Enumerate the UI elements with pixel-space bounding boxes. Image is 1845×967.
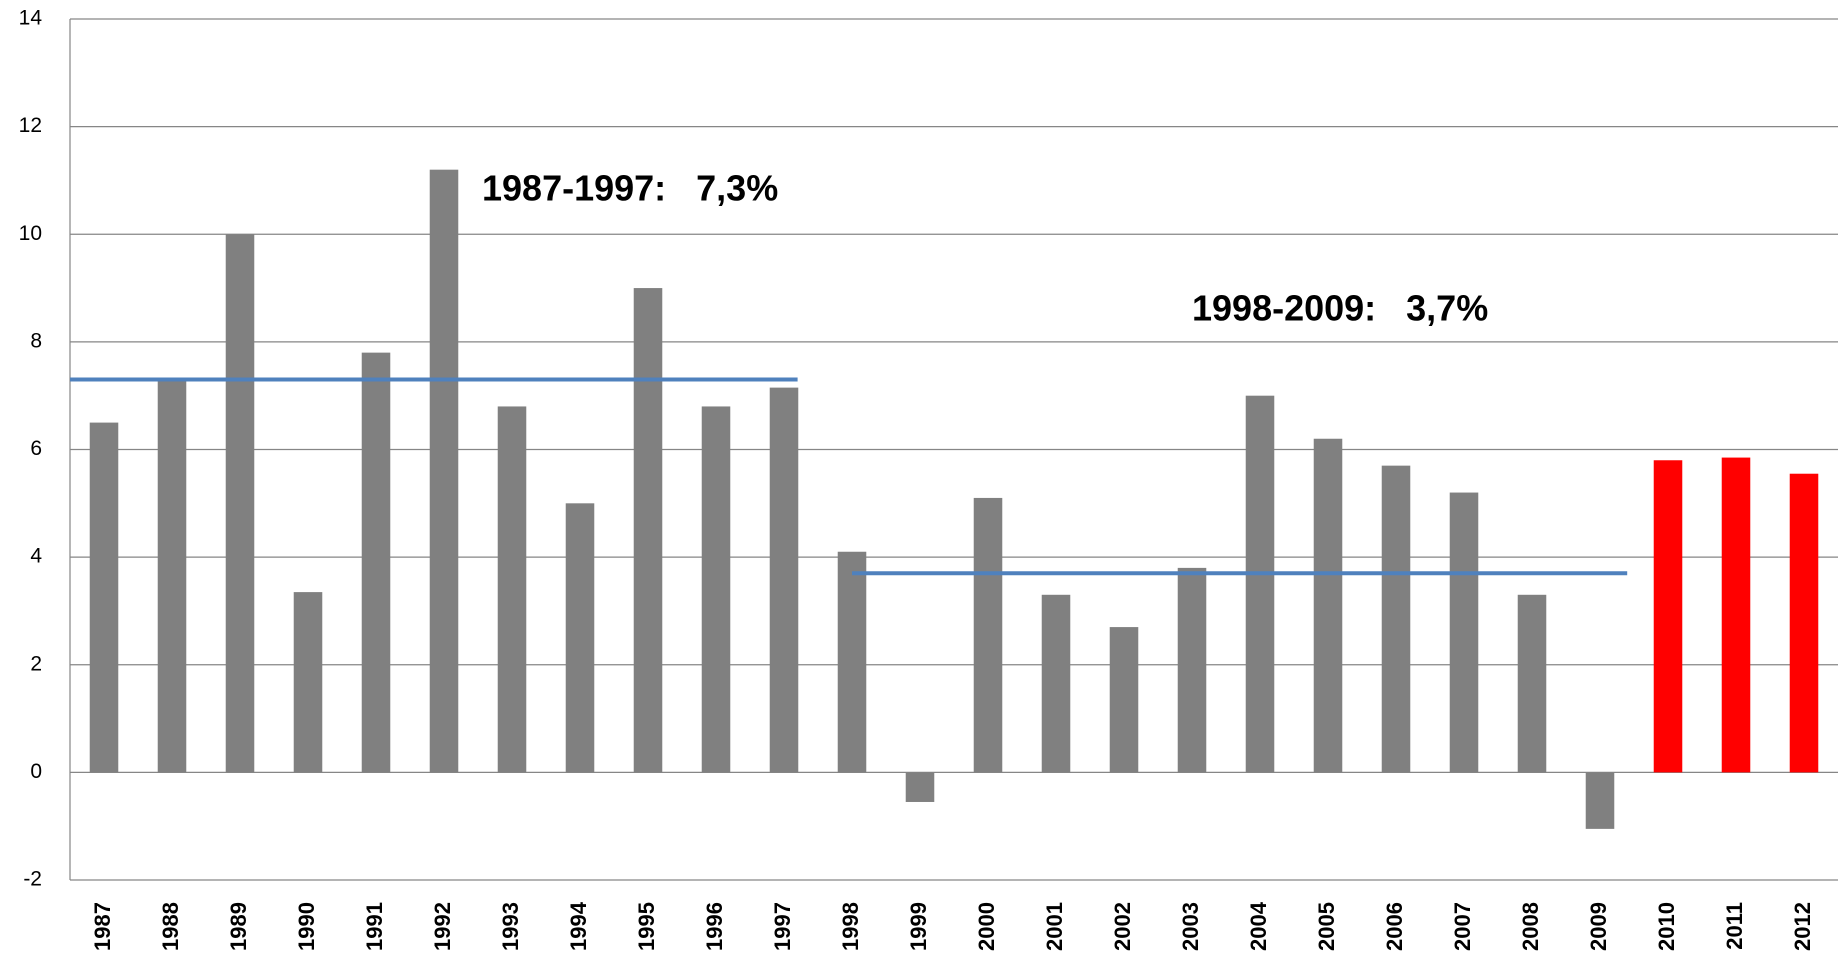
x-tick-label: 2006: [1382, 902, 1407, 951]
x-tick-label: 1990: [294, 902, 319, 951]
x-tick-label: 1988: [158, 902, 183, 951]
x-tick-label: 1998: [838, 902, 863, 951]
y-tick-label: 14: [19, 7, 43, 30]
bar: [89, 422, 119, 773]
bar: [1721, 457, 1751, 773]
bar: [701, 406, 731, 773]
x-tick-label: 2002: [1110, 902, 1135, 951]
bar: [1381, 465, 1411, 773]
bar: [1313, 438, 1343, 773]
bar: [905, 772, 935, 802]
y-tick-label: -2: [23, 868, 42, 891]
bar: [225, 234, 255, 773]
x-tick-label: 2000: [974, 902, 999, 951]
bar: [293, 592, 323, 773]
annotation: 1987-1997: 7,3%: [482, 168, 778, 209]
bar: [157, 379, 187, 773]
bar: [429, 169, 459, 773]
x-tick-label: 1987: [90, 902, 115, 951]
bar: [1653, 460, 1683, 773]
x-tick-label: 2003: [1178, 902, 1203, 951]
x-tick-label: 1997: [770, 902, 795, 951]
bar: [973, 497, 1003, 773]
x-tick-label: 1994: [566, 901, 591, 951]
x-tick-label: 1996: [702, 902, 727, 951]
x-tick-label: 1995: [634, 902, 659, 951]
x-tick-label: 1991: [362, 902, 387, 951]
x-tick-label: 1989: [226, 902, 251, 951]
y-tick-label: 6: [30, 437, 42, 460]
bar: [1177, 567, 1207, 773]
y-tick-label: 4: [30, 545, 42, 568]
y-tick-label: 8: [30, 329, 42, 352]
bar: [837, 551, 867, 773]
x-tick-label: 1993: [498, 902, 523, 951]
bar: [1041, 594, 1071, 773]
x-tick-label: 2004: [1246, 901, 1271, 951]
y-tick-label: 10: [19, 222, 42, 245]
x-tick-label: 1999: [906, 902, 931, 951]
y-tick-label: 2: [30, 652, 42, 675]
bar: [1517, 594, 1547, 773]
x-tick-label: 2001: [1042, 902, 1067, 951]
bar: [633, 288, 663, 773]
bar: [1789, 473, 1819, 773]
x-tick-label: 2007: [1450, 902, 1475, 951]
x-tick-label: 2008: [1518, 902, 1543, 951]
x-tick-label: 2010: [1654, 902, 1679, 951]
bar: [565, 503, 595, 773]
x-tick-label: 2012: [1790, 902, 1815, 951]
x-tick-label: 2005: [1314, 902, 1339, 951]
bar: [497, 406, 527, 773]
bar: [1245, 395, 1275, 773]
bar: [1109, 627, 1139, 773]
annotation: 1998-2009: 3,7%: [1192, 288, 1488, 329]
x-tick-label: 2011: [1722, 902, 1747, 950]
bar: [1585, 772, 1615, 829]
x-tick-label: 2009: [1586, 902, 1611, 951]
bar: [361, 352, 391, 773]
y-tick-label: 0: [30, 760, 42, 783]
x-tick-label: 1992: [430, 902, 455, 951]
y-tick-label: 12: [19, 114, 42, 137]
bar: [769, 387, 799, 773]
bar: [1449, 492, 1479, 773]
